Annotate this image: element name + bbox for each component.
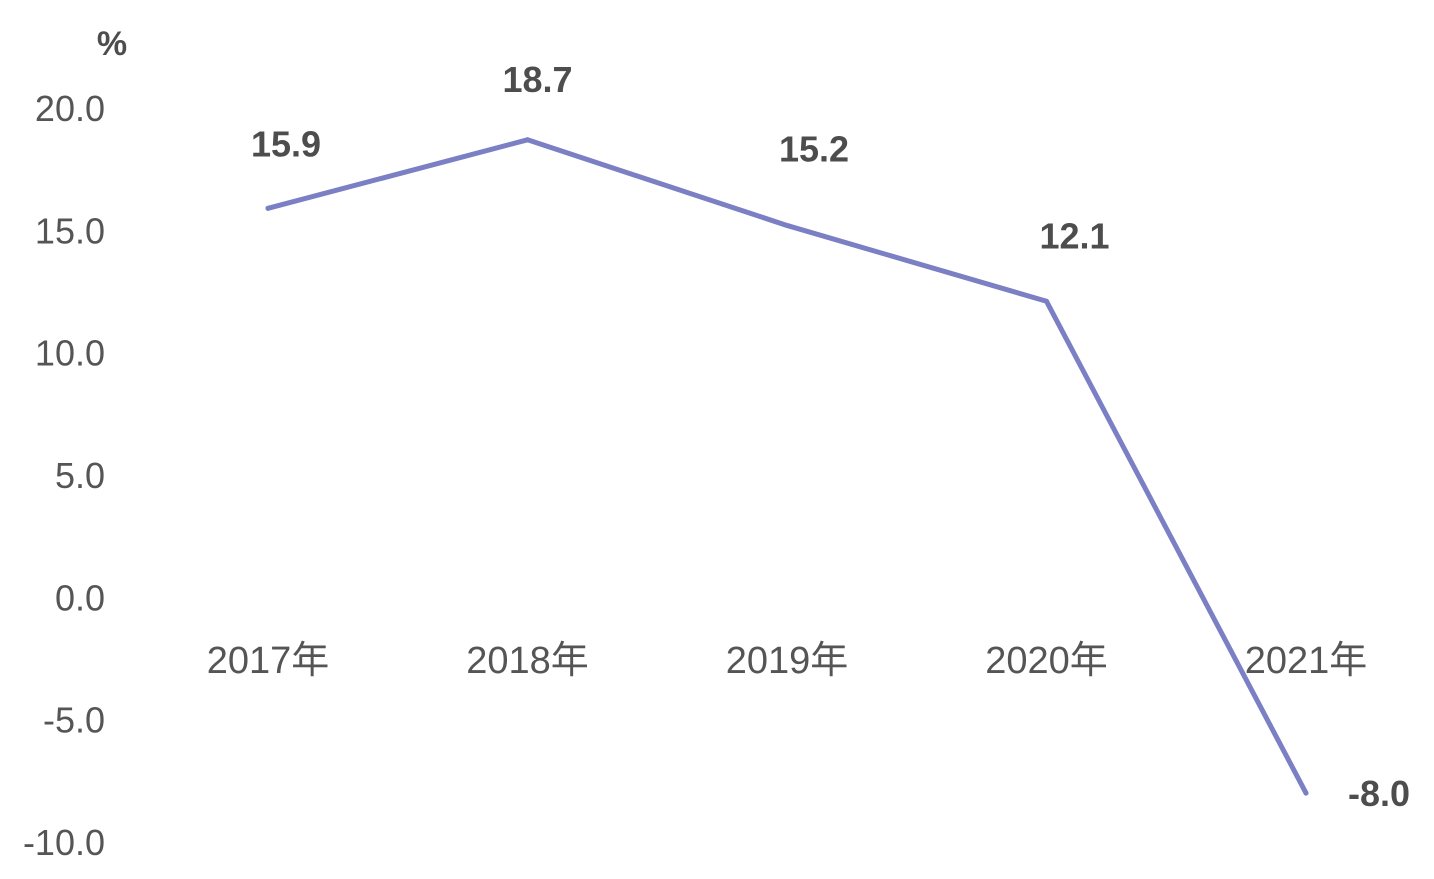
data-label: -8.0	[1348, 773, 1410, 814]
x-tick-label: 2021年	[1245, 640, 1368, 682]
data-labels: 15.9 18.7 15.2 12.1 -8.0	[251, 59, 1410, 814]
data-point	[1044, 298, 1049, 304]
y-tick-label: -5.0	[43, 700, 105, 741]
y-axis-unit-label: %	[97, 25, 127, 63]
x-axis-ticks: 2017年 2018年 2019年 2020年 2021年	[207, 640, 1368, 682]
x-tick-label: 2017年	[207, 640, 330, 682]
data-point	[784, 222, 790, 228]
x-tick-label: 2020年	[985, 640, 1108, 682]
data-point	[265, 205, 271, 211]
y-tick-label: 15.0	[35, 210, 105, 251]
data-label: 15.2	[779, 128, 849, 169]
data-label: 15.9	[251, 123, 321, 164]
x-tick-label: 2019年	[726, 640, 849, 682]
series-line	[265, 137, 1309, 796]
y-tick-label: 0.0	[55, 577, 105, 618]
y-tick-label: 5.0	[55, 455, 105, 496]
data-label: 18.7	[502, 59, 572, 100]
data-point	[1303, 790, 1309, 796]
series-lines	[265, 137, 1309, 796]
y-tick-label: 10.0	[35, 333, 105, 374]
data-label: 12.1	[1039, 215, 1109, 256]
y-axis-ticks: 20.0 15.0 10.0 5.0 0.0 -5.0 -10.0	[23, 88, 105, 863]
y-tick-label: 20.0	[35, 88, 105, 129]
y-tick-label: -10.0	[23, 822, 105, 863]
x-tick-label: 2018年	[466, 640, 589, 682]
data-point	[525, 137, 530, 143]
